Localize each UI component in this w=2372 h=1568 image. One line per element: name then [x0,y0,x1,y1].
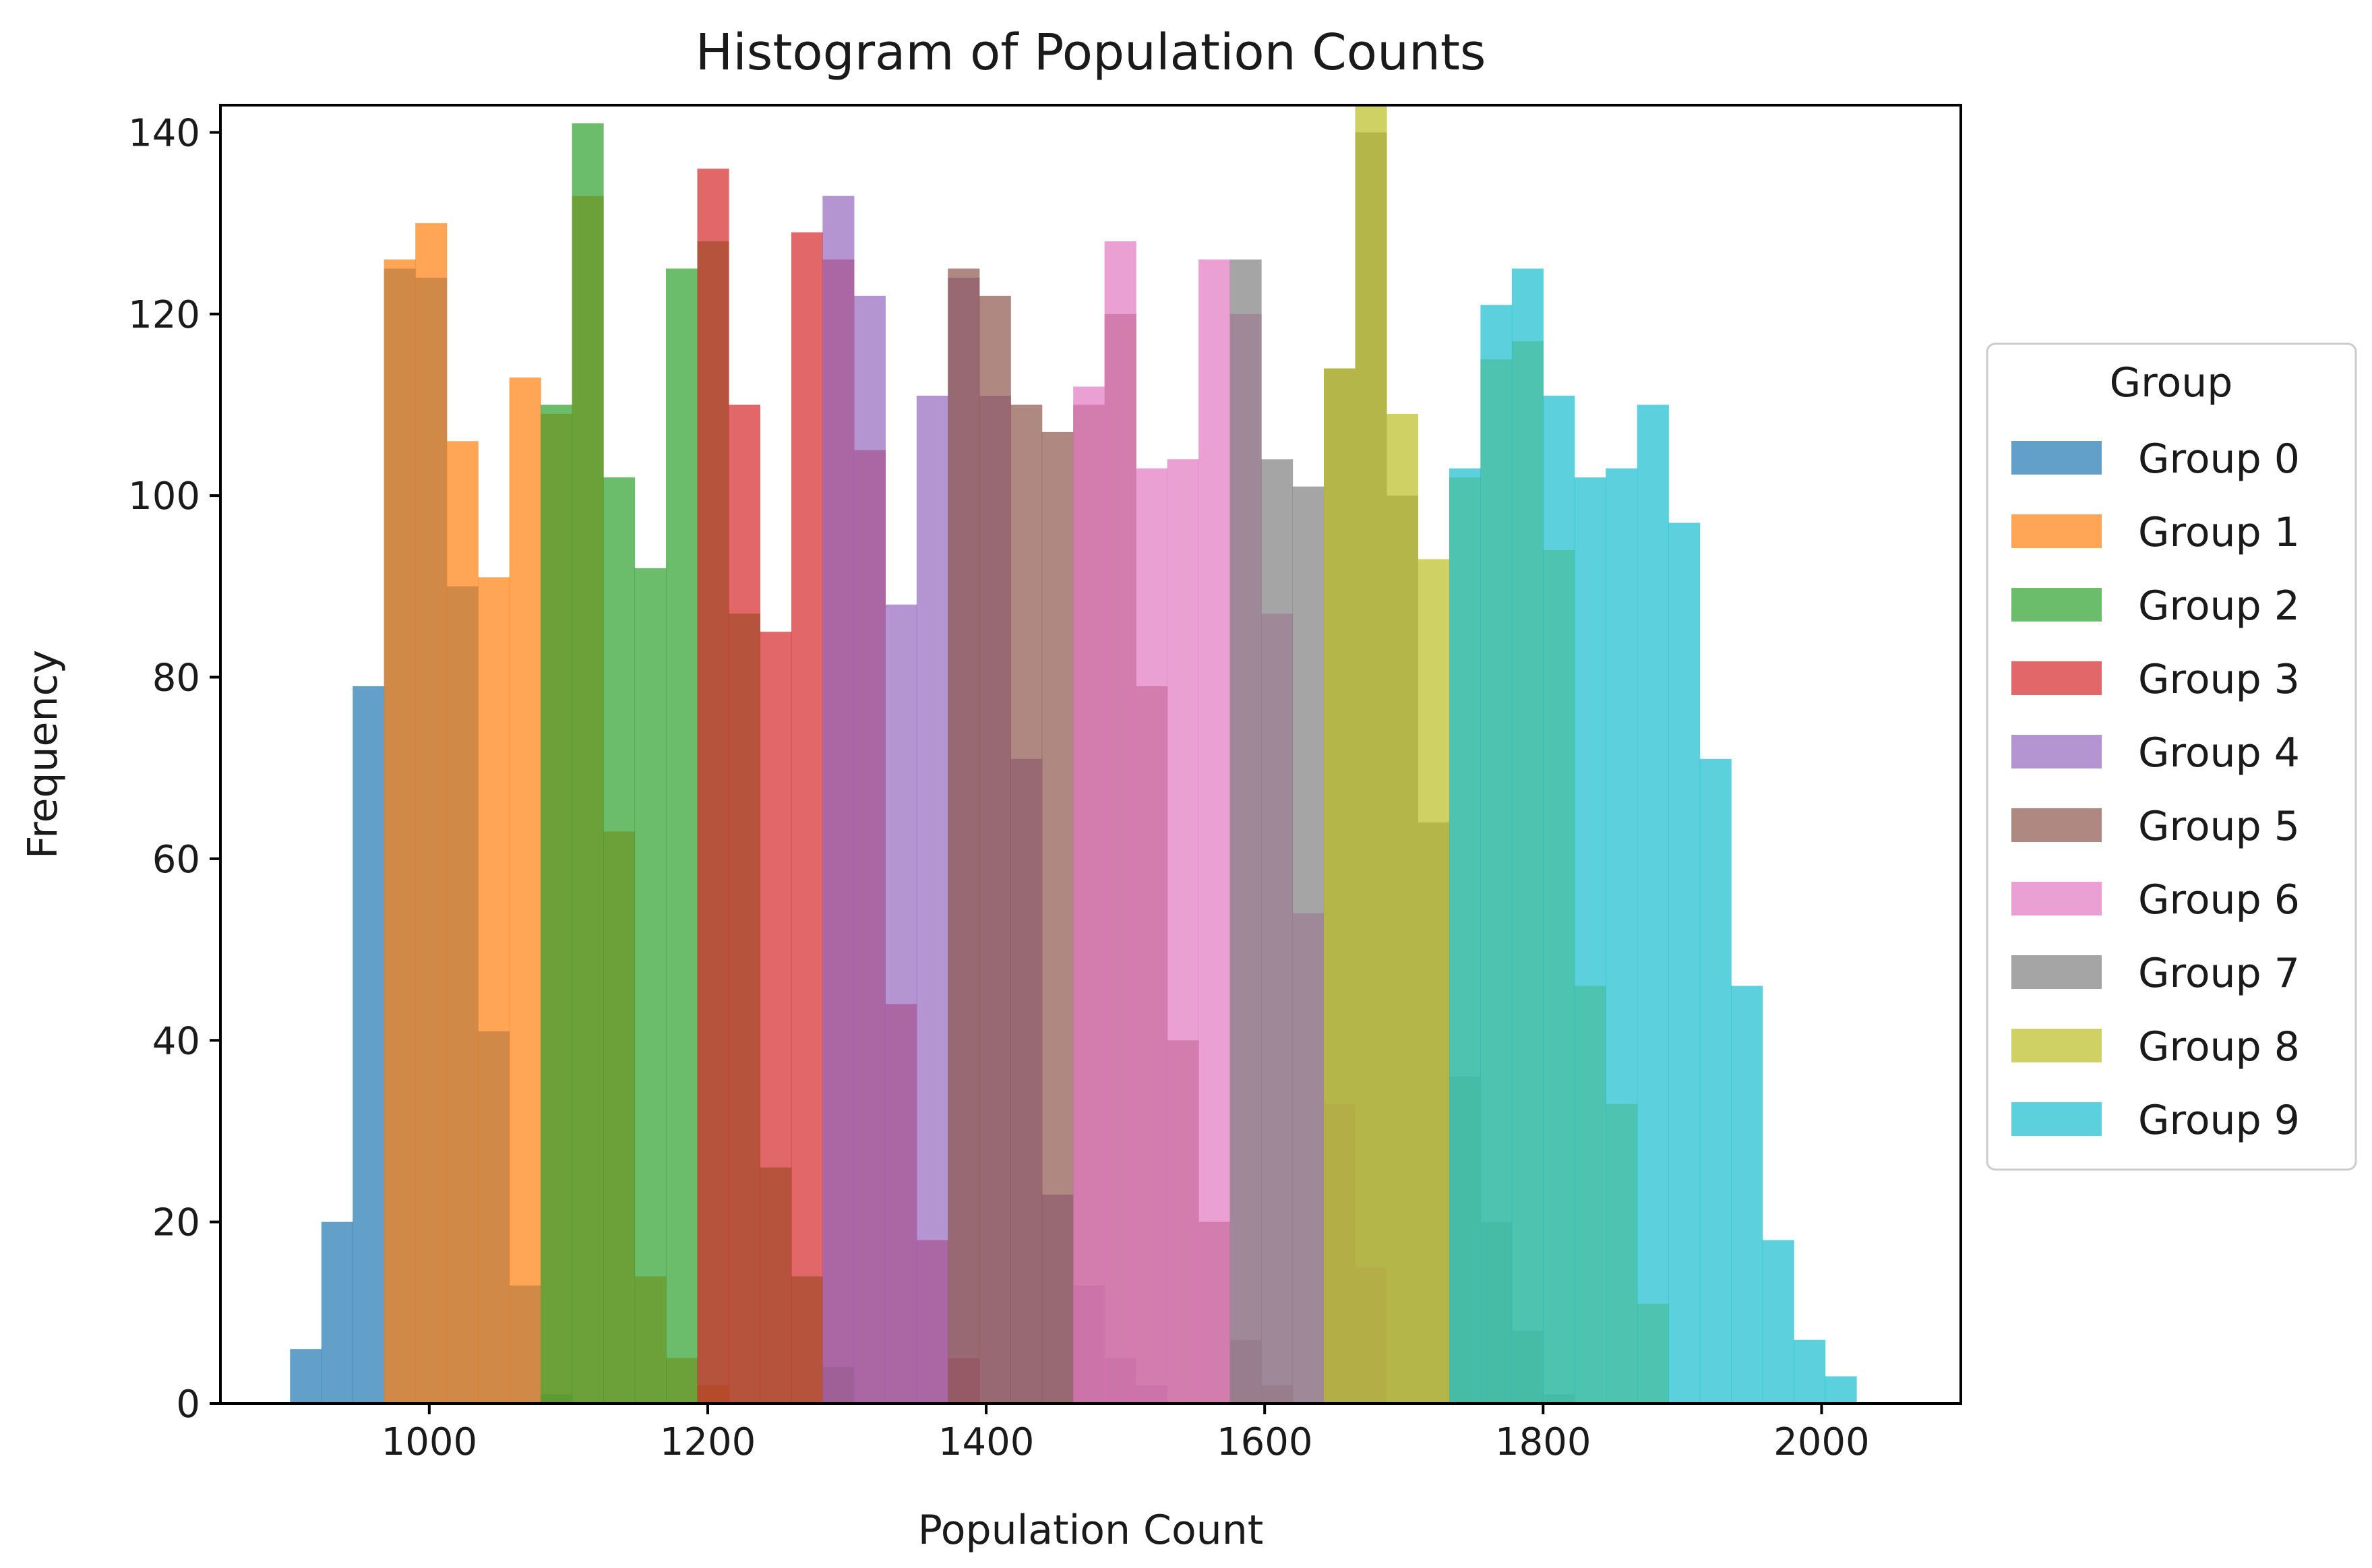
histogram-bar [634,568,667,1404]
histogram-bar [1825,1376,1857,1404]
histogram-bar [1229,259,1262,1404]
legend-label: Group 7 [2138,950,2300,997]
histogram-bar [1699,758,1732,1404]
x-axis-label: Population Count [918,1507,1264,1554]
legend-swatch [2011,955,2102,989]
y-axis: 0 20 40 60 80 100 120 140 [128,111,220,1426]
x-tick-label: 1000 [382,1420,478,1464]
histogram-bar [1574,477,1606,1404]
histogram-bar [1323,368,1356,1404]
histogram-bar [979,295,1011,1404]
histogram-bar [384,259,416,1404]
legend-label: Group 0 [2138,435,2300,483]
histogram-bar [1762,1240,1794,1404]
histogram-bar [1355,105,1387,1404]
histogram-bar [728,404,761,1404]
legend-swatch [2011,588,2102,622]
histogram-bar [290,1349,322,1404]
legend-label: Group 3 [2138,656,2300,703]
y-tick-label: 80 [152,657,200,700]
histogram-bar [1418,559,1450,1404]
histogram-bar [760,632,792,1404]
plot-frame [219,104,1962,1405]
histogram-bar [1794,1339,1826,1404]
x-tick-label: 1800 [1495,1420,1591,1464]
legend-label: Group 4 [2138,729,2300,777]
legend-items: Group 0 Group 1 Group 2 Group 3 Group 4 Group… [2011,435,2300,1144]
histogram-bar [1041,431,1074,1404]
chart-title: Histogram of Population Counts [696,24,1486,82]
legend-swatch [2011,514,2102,548]
x-axis: 1000 1200 1400 1600 1800 2000 [382,1404,1870,1464]
histogram-bar [916,395,948,1404]
histogram-bar [1637,404,1669,1404]
x-tick-label: 1600 [1217,1420,1313,1464]
y-tick-label: 20 [152,1201,200,1245]
histogram-bar [1104,241,1136,1404]
y-tick-label: 0 [176,1383,200,1426]
x-tick-label: 2000 [1773,1420,1870,1464]
histogram-bar [1292,486,1325,1404]
histogram-bar [1449,468,1481,1404]
histogram-bar [1511,268,1544,1404]
histogram-bar [1731,986,1763,1404]
y-tick-label: 120 [128,293,200,337]
histogram-bar [478,577,510,1404]
histogram-bar [572,123,604,1404]
legend-label: Group 8 [2138,1023,2300,1071]
legend-title: Group [2110,359,2233,406]
histogram-bar [822,195,855,1404]
histogram-bar [665,268,698,1404]
histogram-bar [1073,386,1105,1404]
legend-swatch [2011,661,2102,695]
legend-swatch [2011,735,2102,768]
histogram-bar [1261,459,1294,1404]
y-tick-label: 100 [128,475,200,518]
x-tick-label: 1400 [938,1420,1035,1464]
legend-swatch [2011,808,2102,842]
histogram-bar [1606,468,1638,1404]
histogram-bar [603,477,636,1404]
legend-label: Group 9 [2138,1097,2300,1144]
plot-bars [290,105,1857,1404]
histogram-bar [1480,305,1513,1404]
histogram-bar [1386,413,1419,1404]
legend-swatch [2011,1029,2102,1062]
legend-swatch [2011,1102,2102,1136]
y-tick-label: 40 [152,1019,200,1063]
histogram-bar [509,378,541,1404]
legend-label: Group 2 [2138,582,2300,630]
histogram-bar [1136,468,1168,1404]
histogram-bar [321,1222,353,1404]
y-tick-label: 60 [152,838,200,882]
histogram-bar [948,268,980,1404]
histogram-bar [853,295,886,1404]
legend-label: Group 6 [2138,876,2300,924]
histogram-bar [541,404,573,1404]
histogram-bar [791,232,823,1404]
histogram-bar [1543,395,1575,1404]
legend-swatch [2011,882,2102,915]
legend-label: Group 5 [2138,803,2300,850]
legend-swatch [2011,441,2102,475]
histogram-bar [885,604,917,1404]
histogram-bar [1668,522,1701,1404]
histogram-bar [1167,459,1199,1404]
y-axis-label: Frequency [20,650,67,859]
histogram-bar [353,686,385,1404]
histogram-bar [415,223,448,1404]
legend-label: Group 1 [2138,509,2300,556]
histogram-bar [1198,259,1231,1404]
y-tick-label: 140 [128,111,200,155]
series-group-9 [1449,268,1857,1404]
x-tick-label: 1200 [660,1420,756,1464]
histogram-bar [1010,404,1043,1404]
histogram-bar [697,169,729,1404]
histogram-bar [446,441,479,1404]
